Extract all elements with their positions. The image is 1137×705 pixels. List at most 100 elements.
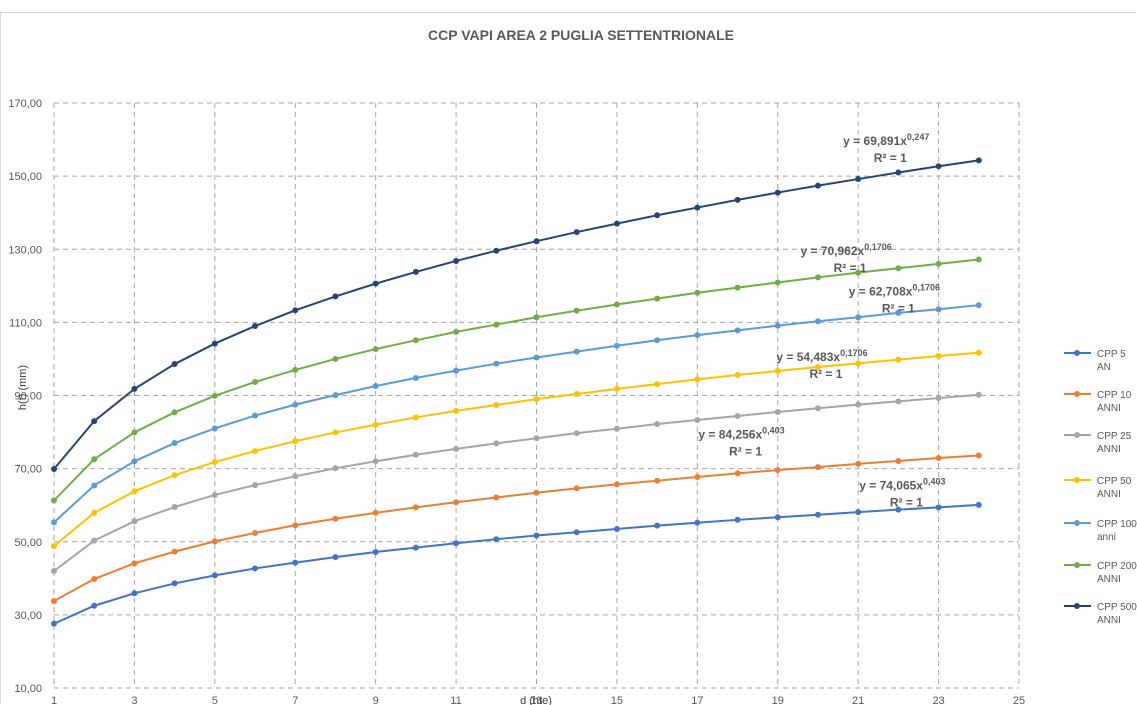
data-point xyxy=(734,516,741,523)
data-point xyxy=(211,340,218,347)
data-point xyxy=(171,472,178,479)
data-point xyxy=(734,196,741,203)
data-point xyxy=(292,401,299,408)
data-point xyxy=(573,391,580,398)
data-point xyxy=(573,485,580,492)
data-point xyxy=(694,474,701,481)
data-point xyxy=(493,402,500,409)
data-point xyxy=(51,497,57,504)
data-point xyxy=(453,540,460,547)
data-point xyxy=(292,438,299,445)
data-point xyxy=(975,452,982,459)
x-tick-label: 15 xyxy=(611,695,623,705)
legend-label: ANNI xyxy=(1097,444,1121,455)
data-point xyxy=(493,440,500,447)
data-point xyxy=(935,306,942,313)
x-tick-label: 9 xyxy=(373,695,379,705)
data-point xyxy=(895,398,902,405)
data-point xyxy=(654,421,661,428)
data-point xyxy=(855,314,862,321)
legend-label: CPP 10 xyxy=(1097,390,1132,401)
legend-swatch-marker xyxy=(1074,520,1080,526)
series-line xyxy=(53,454,979,602)
data-point xyxy=(412,337,419,344)
y-tick-label: 70,00 xyxy=(14,464,42,476)
data-point xyxy=(171,580,178,587)
data-point xyxy=(51,568,57,574)
data-point xyxy=(372,280,379,287)
data-point xyxy=(91,576,98,583)
data-point xyxy=(372,509,379,516)
data-point xyxy=(533,354,540,361)
data-point xyxy=(975,349,982,356)
data-point xyxy=(654,477,661,484)
data-point xyxy=(774,279,781,286)
x-axis-label: d (hte) xyxy=(520,695,552,705)
series xyxy=(51,501,982,627)
data-point xyxy=(814,182,821,189)
x-tick-label: 25 xyxy=(1013,695,1025,705)
data-point xyxy=(412,268,419,275)
series xyxy=(51,452,982,604)
data-point xyxy=(252,565,259,572)
data-point xyxy=(613,342,620,349)
data-point xyxy=(774,514,781,521)
data-point xyxy=(694,416,701,423)
data-point xyxy=(171,504,178,511)
data-point xyxy=(573,529,580,536)
data-point xyxy=(211,459,218,466)
data-point xyxy=(412,414,419,421)
data-point xyxy=(131,518,138,525)
data-point xyxy=(613,425,620,432)
data-point xyxy=(654,295,661,302)
data-point xyxy=(332,355,339,362)
trendline-label: y = 84,256x0,403 R² = 1 xyxy=(698,426,784,459)
trendline-label: y = 62,708x0,1706 R² = 1 xyxy=(849,283,940,316)
y-tick-label: 30,00 xyxy=(14,610,42,622)
data-point xyxy=(935,395,942,402)
data-point xyxy=(654,522,661,529)
data-point xyxy=(935,260,942,267)
data-point xyxy=(332,465,339,472)
legend-label: AN xyxy=(1097,362,1111,373)
data-point xyxy=(292,366,299,373)
legend-label: anni xyxy=(1097,532,1116,543)
data-point xyxy=(412,374,419,381)
data-point xyxy=(533,435,540,442)
data-point xyxy=(131,429,138,436)
series-line xyxy=(53,304,979,524)
trendline-r2: R² = 1 xyxy=(834,261,867,275)
data-point xyxy=(332,515,339,522)
legend-swatch-marker xyxy=(1074,391,1080,397)
data-point xyxy=(533,489,540,496)
series-line xyxy=(53,258,979,502)
data-point xyxy=(292,522,299,529)
data-point xyxy=(654,381,661,388)
legend-label: ANNI xyxy=(1097,615,1121,626)
data-point xyxy=(51,620,57,627)
y-tick-label: 170,00 xyxy=(8,98,42,110)
data-point xyxy=(453,499,460,506)
x-tick-label: 11 xyxy=(450,695,461,705)
data-point xyxy=(91,602,98,609)
data-point xyxy=(332,554,339,561)
data-point xyxy=(51,465,57,472)
trendline-r2: R² = 1 xyxy=(882,302,915,316)
data-point xyxy=(252,412,259,419)
y-tick-label: 90,00 xyxy=(14,391,42,403)
data-point xyxy=(975,302,982,309)
data-point xyxy=(332,429,339,436)
data-point xyxy=(573,307,580,314)
data-point xyxy=(774,408,781,415)
data-point xyxy=(372,421,379,428)
trendline-label: y = 69,891x0,247 R² = 1 xyxy=(843,132,929,165)
data-point xyxy=(171,440,178,447)
y-tick-label: 150,00 xyxy=(8,171,42,183)
series xyxy=(51,256,982,504)
trendline-r2: R² = 1 xyxy=(729,445,762,459)
legend-label: CPP 25 xyxy=(1097,431,1132,442)
trendline-label: y = 54,483x0,1706 R² = 1 xyxy=(776,348,867,381)
y-tick-label: 110,00 xyxy=(9,317,42,329)
data-point xyxy=(814,511,821,518)
data-point xyxy=(292,473,299,480)
